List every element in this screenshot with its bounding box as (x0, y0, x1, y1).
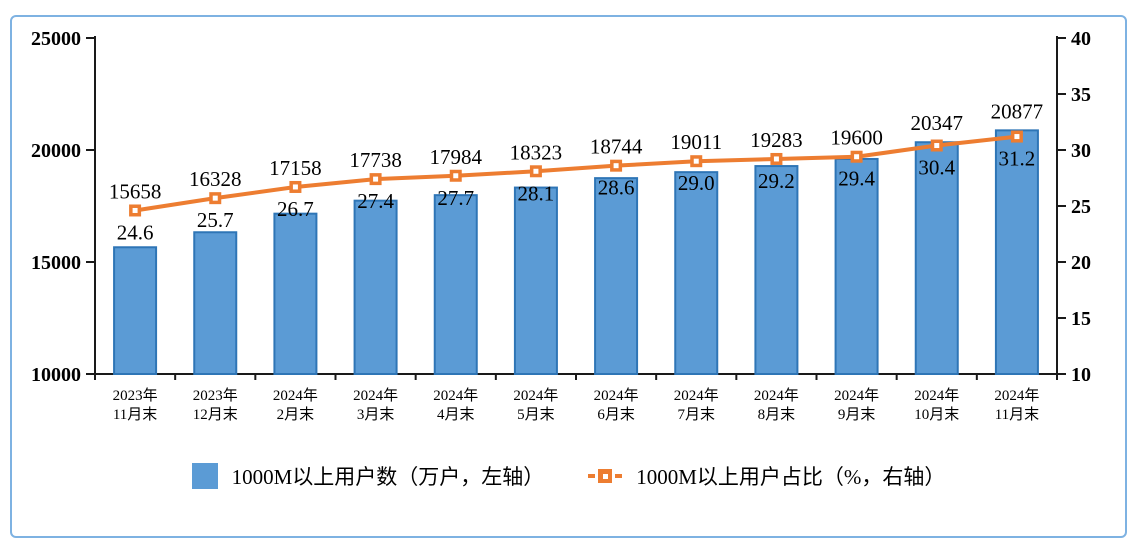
x-axis-label-month: 4月末 (437, 406, 475, 423)
x-axis-label-year: 2024年 (594, 387, 639, 404)
line-series (134, 134, 1018, 213)
line-marker-center (292, 184, 298, 190)
bar (433, 194, 478, 375)
line-percent-label: 30.4 (918, 156, 955, 180)
line-marker-center (453, 173, 459, 179)
left-axis-tick-label: 25000 (31, 28, 81, 50)
x-axis-label-month: 11月末 (995, 406, 1039, 423)
x-axis-label-month: 7月末 (677, 406, 715, 423)
bar-value-label: 18744 (590, 135, 643, 159)
right-axis-tick-label: 40 (1071, 28, 1091, 50)
line-marker-center (132, 207, 138, 213)
bar (994, 129, 1039, 375)
legend-label-bar-series: 1000M以上用户数（万户，左轴） (231, 465, 545, 489)
line-percent-label: 26.7 (277, 197, 314, 221)
line-percent-label: 31.2 (999, 147, 1036, 171)
line-marker-center (854, 154, 860, 160)
line-percent-label: 28.1 (518, 181, 555, 205)
x-axis-label-year: 2024年 (994, 387, 1039, 404)
bar-value-label: 15658 (109, 179, 162, 203)
x-axis-label-year: 2024年 (513, 387, 558, 404)
bar (353, 199, 398, 375)
line-marker-center (613, 163, 619, 169)
x-axis-label-year: 2024年 (433, 387, 478, 404)
bar (193, 231, 238, 375)
line-marker-center (1014, 134, 1020, 140)
bar-value-label: 17984 (430, 145, 483, 169)
right-axis-tick-label: 30 (1071, 140, 1091, 162)
line-percent-label: 29.4 (838, 167, 875, 191)
x-axis-label-year: 2023年 (113, 387, 158, 404)
line-marker-center (212, 195, 218, 201)
x-axis-label-month: 3月末 (357, 406, 395, 423)
line-dash-left (588, 474, 596, 478)
bar-value-label: 20347 (911, 111, 964, 135)
bar (113, 246, 158, 375)
bar-value-label: 19011 (670, 130, 722, 154)
x-axis-label-year: 2024年 (754, 387, 799, 404)
line-percent-label: 29.2 (758, 169, 795, 193)
left-axis-tick-label: 15000 (31, 252, 81, 274)
x-axis-label-month: 10月末 (914, 406, 959, 423)
line-marker-square (598, 469, 613, 483)
x-axis-label-year: 2023年 (193, 387, 238, 404)
x-axis-label-month: 5月末 (517, 406, 555, 423)
right-axis-tick-label: 10 (1071, 364, 1091, 386)
x-axis-label-year: 2024年 (914, 387, 959, 404)
bar-value-label: 18323 (510, 140, 563, 164)
bar (914, 141, 959, 375)
bar-value-label: 17158 (269, 156, 322, 180)
line-dash-right (615, 474, 623, 478)
bar (513, 186, 558, 375)
x-axis-label-month: 2月末 (277, 406, 315, 423)
x-axis-label-year: 2024年 (834, 387, 879, 404)
bar-value-label: 20877 (991, 99, 1044, 123)
x-axis-label-month: 8月末 (758, 406, 796, 423)
x-axis-label-year: 2024年 (674, 387, 719, 404)
legend-item-bar-series: 1000M以上用户数（万户，左轴） (191, 461, 545, 491)
bar (594, 177, 639, 375)
line-percent-label: 24.6 (117, 220, 154, 244)
bar-value-label: 16328 (189, 167, 242, 191)
legend-label-line-series: 1000M以上用户占比（%，右轴） (636, 465, 946, 489)
bar-value-label: 19283 (750, 128, 803, 152)
x-axis-label-month: 6月末 (597, 406, 635, 423)
x-axis-label-month: 12月末 (193, 406, 238, 423)
legend-item-line-series: 1000M以上用户占比（%，右轴） (588, 461, 945, 491)
line-percent-label: 28.6 (598, 176, 635, 200)
line-marker-center (602, 473, 608, 479)
right-axis-tick-label: 15 (1071, 308, 1091, 330)
left-axis-tick-label: 20000 (31, 140, 81, 162)
line-marker-center (373, 176, 379, 182)
bar (273, 212, 318, 375)
bar (834, 157, 879, 375)
line-series-marker-icon (588, 469, 623, 483)
line-percent-label: 27.7 (437, 186, 474, 210)
right-axis-tick-label: 20 (1071, 252, 1091, 274)
x-axis-label-year: 2024年 (273, 387, 318, 404)
right-axis-tick-label: 25 (1071, 196, 1091, 218)
bar-value-label: 19600 (830, 126, 883, 150)
line-percent-label: 27.4 (357, 189, 394, 213)
line-percent-label: 29.0 (678, 171, 715, 195)
bar-series-swatch-icon (191, 463, 218, 489)
left-axis-tick-label: 10000 (31, 364, 81, 386)
right-axis-tick-label: 35 (1071, 84, 1091, 106)
bar (754, 165, 799, 375)
x-axis-label-month: 11月末 (113, 406, 157, 423)
line-marker-center (693, 158, 699, 164)
x-axis-label-year: 2024年 (353, 387, 398, 404)
line-marker-center (773, 156, 779, 162)
line-marker-center (533, 168, 539, 174)
line-percent-label: 25.7 (197, 208, 234, 232)
chart-legend: 1000M以上用户数（万户，左轴） 1000M以上用户占比（%，右轴） (0, 456, 1137, 496)
bar (674, 171, 719, 375)
x-axis-label-month: 9月末 (838, 406, 876, 423)
line-marker-center (934, 143, 940, 149)
bar-value-label: 17738 (349, 148, 402, 172)
